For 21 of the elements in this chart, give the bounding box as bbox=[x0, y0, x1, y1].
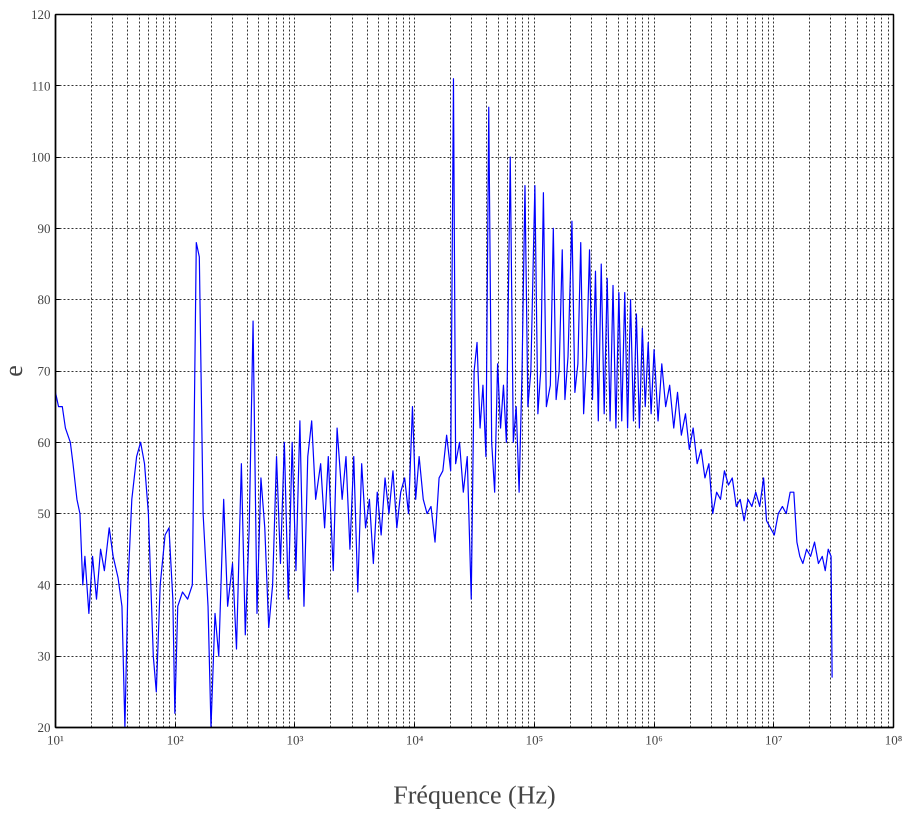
x-tick-label: 10³ bbox=[286, 732, 304, 748]
y-tick-label: 40 bbox=[38, 577, 50, 592]
x-tick-label: 10⁷ bbox=[765, 732, 783, 748]
y-tick-label: 30 bbox=[38, 648, 50, 664]
x-axis-title: Fréquence (Hz) bbox=[393, 780, 556, 810]
x-tick-label: 10⁴ bbox=[406, 732, 424, 748]
x-tick-label: 10⁸ bbox=[884, 732, 903, 748]
x-tick-label: 10² bbox=[166, 732, 184, 748]
y-tick-label: 80 bbox=[38, 292, 50, 308]
y-tick-label: 20 bbox=[38, 720, 50, 735]
y-tick-label: 50 bbox=[38, 506, 50, 522]
y-tick-label: 60 bbox=[38, 434, 50, 450]
y-axis-title: e bbox=[0, 365, 28, 377]
x-tick-label: 10⁵ bbox=[526, 732, 544, 748]
y-tick-label: 100 bbox=[31, 150, 50, 165]
y-tick-label: 90 bbox=[38, 220, 50, 236]
y-tick-label: 120 bbox=[31, 7, 50, 22]
y-tick-label: 70 bbox=[38, 364, 50, 378]
x-tick-label: 10⁶ bbox=[645, 732, 663, 748]
x-tick-label: 10¹ bbox=[47, 732, 64, 748]
y-tick-label: 110 bbox=[31, 78, 51, 94]
